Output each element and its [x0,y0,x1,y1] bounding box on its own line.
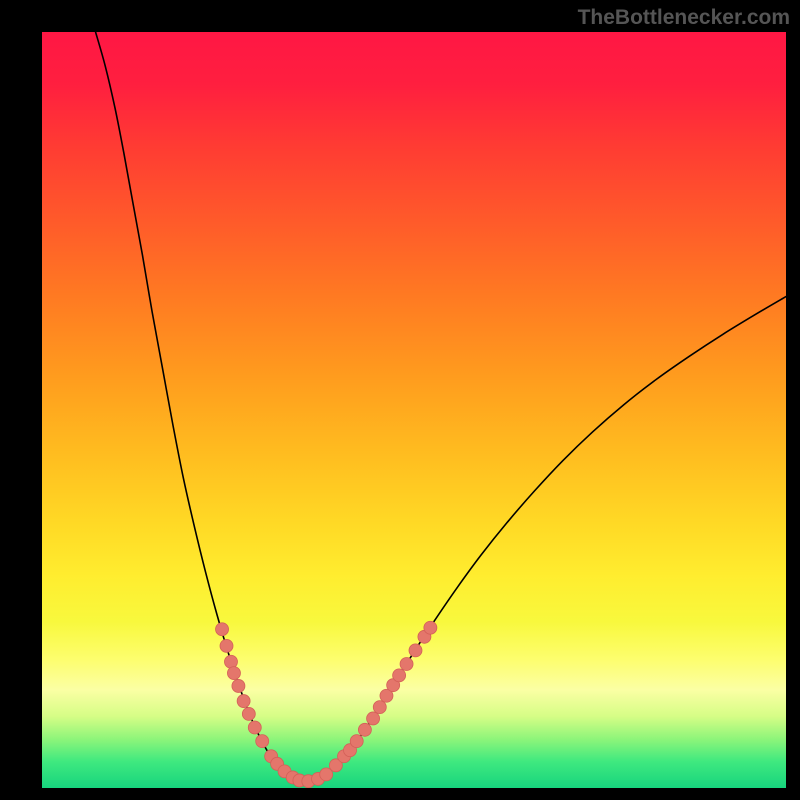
curve-marker [373,701,386,714]
curve-marker [224,655,237,668]
curve-marker [393,669,406,682]
curve-marker [237,695,250,708]
curve-marker [227,667,240,680]
curve-marker [216,623,229,636]
curve-marker [400,658,413,671]
curve-marker [350,735,363,748]
chart-container: TheBottlenecker.com [0,0,800,800]
curve-marker [248,721,261,734]
curve-marker [232,679,245,692]
curve-marker [424,621,437,634]
gradient-background [42,32,786,788]
curve-marker [409,644,422,657]
curve-marker [256,735,269,748]
curve-marker [367,712,380,725]
plot-area [42,32,786,788]
curve-marker [220,639,233,652]
watermark-text: TheBottlenecker.com [578,6,790,30]
curve-marker [358,723,371,736]
curve-marker [242,707,255,720]
chart-svg [42,32,786,788]
